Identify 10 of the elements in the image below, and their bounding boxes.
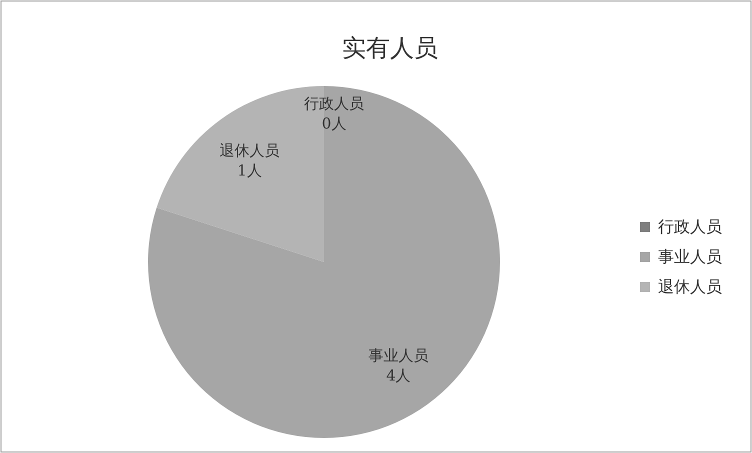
legend-label: 行政人员 <box>658 217 722 236</box>
category-label: 行政人员 <box>304 94 364 112</box>
data-label: 4人 <box>386 366 411 385</box>
slice-label: 事业人员 <box>368 346 428 365</box>
text: 0人 <box>322 114 346 132</box>
legend-label: 退休人员 <box>658 277 722 296</box>
data-label: 1人 <box>237 161 262 180</box>
legend-label: 事业人员 <box>658 247 722 266</box>
chart-title: 实有人员 <box>342 34 438 62</box>
slice-label: 退休人员 <box>220 141 280 160</box>
